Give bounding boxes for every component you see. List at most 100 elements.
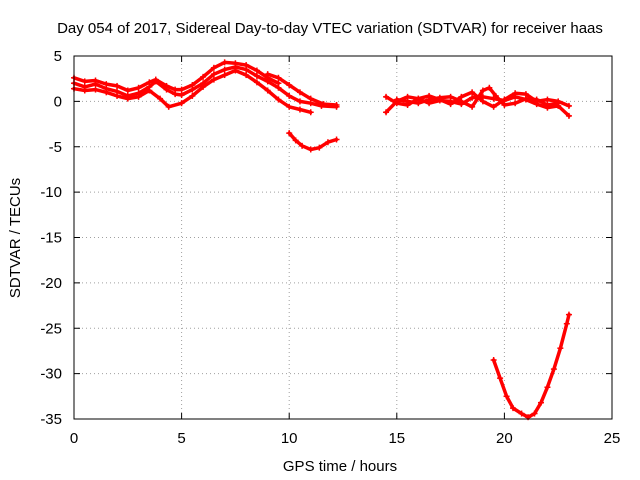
data-point (172, 86, 179, 93)
data-point (479, 98, 486, 105)
data-point (210, 76, 217, 83)
data-point (383, 109, 390, 116)
data-point (533, 96, 540, 103)
data-point (178, 86, 185, 93)
data-point (92, 77, 99, 84)
data-point (81, 78, 88, 85)
y-tick-label: -25 (40, 320, 62, 337)
data-point (296, 89, 303, 96)
data-point (447, 93, 454, 100)
data-point (163, 82, 170, 89)
data-point (157, 95, 164, 102)
grid (74, 56, 612, 419)
data-point (286, 130, 293, 137)
data-point (307, 109, 314, 116)
y-tick-label: -20 (40, 275, 62, 292)
data-point (221, 72, 228, 79)
data-point (189, 92, 196, 99)
data-point (114, 92, 121, 99)
data-point (253, 67, 260, 74)
data-point (146, 79, 153, 86)
data-point (286, 103, 293, 110)
data-point (404, 98, 411, 105)
data-point (501, 96, 508, 103)
data-point (320, 101, 327, 108)
data-point (146, 87, 153, 94)
data-point (124, 95, 131, 102)
data-point (178, 92, 185, 99)
y-tick-label: -5 (49, 139, 62, 156)
data-point (114, 82, 121, 89)
data-point (275, 74, 282, 81)
x-tick-label: 5 (177, 430, 185, 447)
data-point (479, 87, 486, 94)
data-point (296, 98, 303, 105)
y-tick-label: -35 (40, 411, 62, 428)
data-point (135, 93, 142, 100)
data-point (221, 66, 228, 73)
data-point (103, 89, 110, 96)
data-series (71, 59, 572, 421)
data-point (565, 102, 572, 109)
data-point (296, 106, 303, 113)
data-point (264, 87, 271, 94)
data-point (415, 100, 422, 107)
data-point (124, 87, 131, 94)
data-point (324, 139, 331, 146)
x-axis-label: GPS time / hours (283, 458, 397, 475)
data-point (275, 80, 282, 87)
data-point (531, 410, 538, 417)
data-point (243, 62, 250, 69)
data-point (383, 93, 390, 100)
data-point (490, 103, 497, 110)
data-point (92, 86, 99, 93)
data-point (286, 82, 293, 89)
x-tick-label: 25 (604, 430, 621, 447)
y-tick-label: -10 (40, 184, 62, 201)
data-point (544, 102, 551, 109)
data-point (447, 101, 454, 108)
data-point (200, 83, 207, 90)
data-point (264, 71, 271, 78)
data-point (253, 72, 260, 79)
data-point (518, 410, 525, 417)
data-point (469, 103, 476, 110)
data-point (555, 100, 562, 107)
y-tick-label: 5 (54, 48, 62, 65)
axis-ticks (73, 55, 613, 420)
data-point (537, 399, 544, 406)
data-point (292, 137, 299, 144)
data-point (103, 81, 110, 88)
data-point (165, 103, 172, 110)
data-point (486, 84, 493, 91)
data-point (469, 94, 476, 101)
data-point (510, 405, 517, 412)
data-point (563, 320, 570, 327)
data-point (436, 94, 443, 101)
data-point (221, 59, 228, 66)
data-point (286, 92, 293, 99)
x-tick-labels: 0 5 10 15 20 25 (70, 430, 621, 447)
data-point (135, 84, 142, 91)
data-point (458, 98, 465, 105)
data-point (544, 384, 551, 391)
data-point (200, 73, 207, 80)
data-point (550, 366, 557, 373)
data-point (253, 79, 260, 86)
data-point (503, 393, 510, 400)
data-point (393, 96, 400, 103)
series-track-0 (72, 65, 339, 109)
data-point (81, 87, 88, 94)
data-point (307, 146, 314, 153)
y-axis-label: SDTVAR / TECUs (7, 178, 24, 298)
data-point (316, 144, 323, 151)
y-tick-label: -15 (40, 230, 62, 247)
x-tick-label: 10 (281, 430, 298, 447)
data-point (333, 102, 340, 109)
data-point (232, 60, 239, 67)
data-point (210, 64, 217, 71)
data-point (210, 71, 217, 78)
series-track-8 (491, 312, 571, 419)
data-point (275, 96, 282, 103)
